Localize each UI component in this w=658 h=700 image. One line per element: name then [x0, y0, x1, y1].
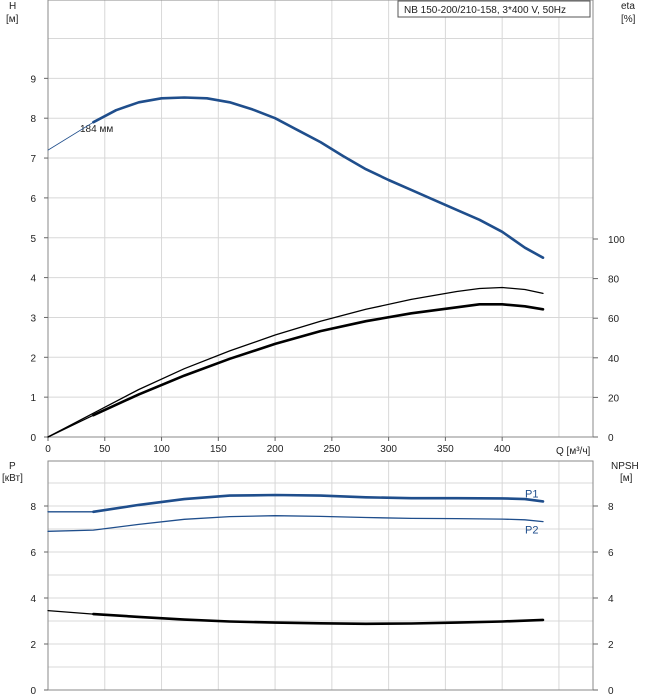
- eta-tick-label: 100: [608, 235, 625, 246]
- q-tick-label: 50: [99, 444, 111, 455]
- eta-tick-label: 80: [608, 275, 620, 286]
- bottom-plot-frame: [47, 460, 594, 691]
- h-tick-label: 4: [30, 274, 36, 285]
- series-line-2: [47, 515, 544, 532]
- h-tick-label: 3: [30, 313, 36, 324]
- top-tick-labels: 0 1 2 3 4 5 6 7 8 9 0 20 40 60 80 100 0 50 100 150 200 250 300…: [30, 74, 625, 455]
- q-tick-label: 250: [324, 444, 341, 455]
- top-grid: [48, 0, 593, 437]
- q-tick-label: 300: [380, 444, 397, 455]
- h-tick-label: 1: [30, 393, 36, 404]
- h-axis-unit: [м]: [6, 14, 19, 25]
- h-tick-label: 0: [30, 433, 36, 444]
- p-axis-unit: [кВт]: [2, 473, 23, 484]
- eta-tick-label: 60: [608, 314, 620, 325]
- chart-title: NB 150-200/210-158, 3*400 V, 50Hz: [404, 5, 566, 16]
- p-tick-label: 2: [30, 640, 36, 651]
- h-tick-label: 5: [30, 234, 36, 245]
- npsh-axis-unit: [м]: [620, 473, 633, 484]
- top-plot-frame: [47, 0, 594, 438]
- p-tick-label: 8: [30, 502, 36, 513]
- npsh-tick-label: 6: [608, 548, 614, 559]
- eta-tick-label: 20: [608, 393, 620, 404]
- npsh-axis-label: NPSH: [611, 461, 639, 472]
- series-line-2: [47, 286, 544, 438]
- eta-tick-label: 40: [608, 354, 620, 365]
- q-tick-label: 150: [210, 444, 227, 455]
- p-tick-label: 0: [30, 686, 36, 697]
- title-box: [397, 0, 591, 18]
- h-tick-label: 8: [30, 114, 36, 125]
- bottom-series: [47, 493, 545, 626]
- series-line-0: [92, 493, 545, 514]
- h-tick-label: 2: [30, 353, 36, 364]
- series-line-4: [92, 303, 545, 417]
- q-tick-label: 400: [494, 444, 511, 455]
- series-line-1: [92, 96, 545, 259]
- npsh-tick-label: 2: [608, 640, 614, 651]
- h-axis-label: H: [9, 1, 16, 12]
- npsh-tick-label: 4: [608, 594, 614, 605]
- h-tick-label: 9: [30, 74, 36, 85]
- q-axis-label: Q [м³/ч]: [556, 446, 591, 457]
- p-axis-label: P: [9, 461, 16, 472]
- q-tick-label: 200: [267, 444, 284, 455]
- series-line-0: [47, 121, 94, 151]
- h-tick-label: 6: [30, 194, 36, 205]
- series-label-p2: P2: [525, 525, 538, 537]
- p-tick-label: 4: [30, 594, 36, 605]
- impeller-annotation: 184 мм: [80, 124, 113, 135]
- q-tick-label: 0: [45, 444, 51, 455]
- series-labels: P1 P2: [525, 488, 538, 536]
- series-line-3: [47, 414, 95, 438]
- h-tick-label: 7: [30, 154, 36, 165]
- series-label-p1: P1: [525, 488, 538, 500]
- eta-axis-unit: [%]: [621, 14, 636, 25]
- top-series: [47, 96, 545, 438]
- p-tick-label: 6: [30, 548, 36, 559]
- npsh-tick-label: 0: [608, 686, 614, 697]
- bottom-tick-labels: 0 2 4 6 8 0 2 4 6 8: [30, 502, 614, 697]
- eta-axis-label: eta: [621, 1, 635, 12]
- eta-tick-label: 0: [608, 433, 614, 444]
- npsh-tick-label: 8: [608, 502, 614, 513]
- series-line-4: [92, 612, 545, 626]
- q-tick-label: 350: [437, 444, 454, 455]
- q-tick-label: 100: [153, 444, 170, 455]
- series-line-3: [47, 609, 95, 615]
